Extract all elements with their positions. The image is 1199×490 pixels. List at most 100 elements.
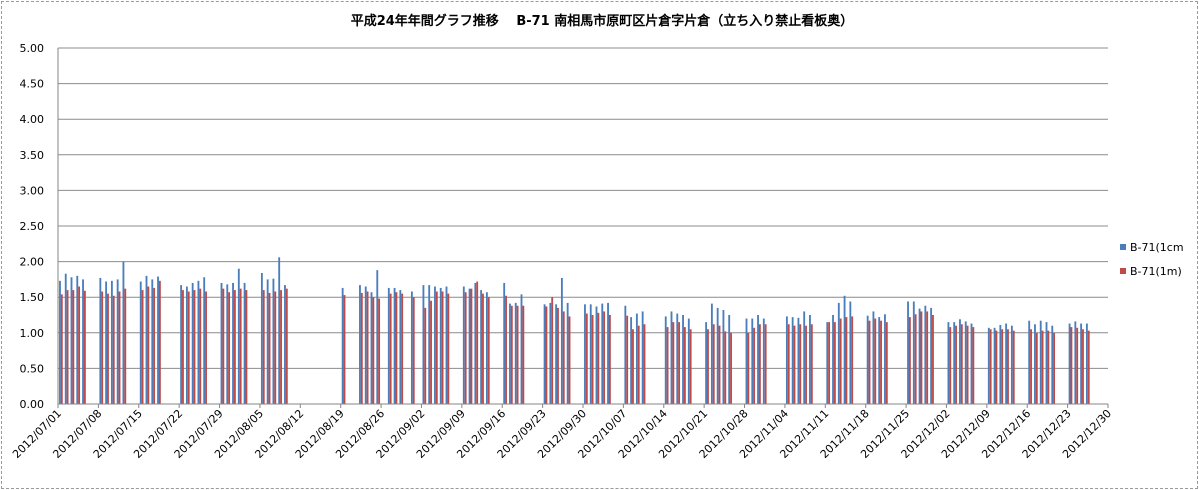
legend-swatch-series-2 xyxy=(1120,268,1126,274)
bar-series-2 xyxy=(228,292,231,404)
bar-series-2 xyxy=(262,290,265,404)
bar-series-1 xyxy=(797,317,800,404)
bar-series-1 xyxy=(560,277,563,404)
bar-series-2 xyxy=(747,332,750,404)
bar-series-2 xyxy=(764,324,767,404)
bar-series-1 xyxy=(185,286,188,404)
y-tick-label: 0.00 xyxy=(20,398,45,411)
bar-series-1 xyxy=(809,315,811,404)
bar-series-2 xyxy=(585,313,588,404)
bar-series-1 xyxy=(422,285,425,404)
bar-series-1 xyxy=(1045,322,1048,404)
bar-series-2 xyxy=(193,290,196,404)
bar-series-1 xyxy=(1005,323,1008,404)
bar-series-1 xyxy=(1068,323,1071,404)
bar-series-1 xyxy=(485,292,488,404)
bar-series-2 xyxy=(932,315,934,404)
bar-series-2 xyxy=(989,329,992,404)
bar-series-1 xyxy=(849,301,852,404)
bar-series-1 xyxy=(953,322,956,404)
bar-series-1 xyxy=(64,273,67,404)
bar-series-1 xyxy=(716,307,719,404)
bar-series-2 xyxy=(643,324,646,404)
bar-series-2 xyxy=(510,305,513,404)
bar-series-1 xyxy=(266,279,269,404)
bar-series-1 xyxy=(434,286,436,404)
bar-series-2 xyxy=(118,291,121,404)
bar-series-1 xyxy=(1080,323,1083,404)
bar-series-2 xyxy=(799,324,802,404)
bar-series-1 xyxy=(468,288,471,404)
bar-series-2 xyxy=(955,325,957,404)
bar-series-1 xyxy=(866,315,869,404)
bar-series-1 xyxy=(232,282,234,404)
bar-series-1 xyxy=(76,275,79,404)
bar-series-2 xyxy=(522,305,525,404)
bar-series-2 xyxy=(285,288,288,404)
legend-swatch-series-1 xyxy=(1120,244,1126,250)
bar-series-1 xyxy=(226,284,229,404)
bar-series-1 xyxy=(959,319,961,404)
bar-series-2 xyxy=(470,288,473,404)
bar-series-1 xyxy=(237,268,240,404)
bar-series-2 xyxy=(101,291,104,404)
bar-series-1 xyxy=(191,282,194,404)
bar-series-1 xyxy=(641,311,644,404)
bar-series-2 xyxy=(476,281,479,404)
bar-series-2 xyxy=(562,311,565,404)
bar-series-1 xyxy=(393,287,396,404)
bar-series-2 xyxy=(557,307,559,404)
bar-series-1 xyxy=(757,315,759,404)
bar-series-2 xyxy=(672,322,675,404)
bar-series-2 xyxy=(222,288,225,404)
bar-series-2 xyxy=(603,311,606,404)
bar-series-2 xyxy=(153,287,156,404)
bar-series-2 xyxy=(205,291,207,404)
bar-series-1 xyxy=(278,257,281,404)
bar-series-2 xyxy=(72,290,75,404)
bar-series-1 xyxy=(370,292,373,404)
bar-series-2 xyxy=(828,322,831,404)
bar-series-1 xyxy=(999,324,1002,404)
bar-series-2 xyxy=(378,298,381,404)
bar-series-2 xyxy=(60,294,63,404)
bar-series-2 xyxy=(199,288,202,404)
bar-series-2 xyxy=(949,327,952,404)
bar-series-1 xyxy=(993,327,996,404)
bar-series-1 xyxy=(439,287,442,404)
bar-series-2 xyxy=(972,327,975,404)
bar-series-1 xyxy=(359,285,361,404)
bar-series-2 xyxy=(280,290,282,404)
bar-series-2 xyxy=(1082,329,1084,404)
bar-series-1 xyxy=(243,282,246,404)
bar-series-1 xyxy=(751,318,754,404)
bar-series-2 xyxy=(447,293,450,404)
bar-series-1 xyxy=(549,302,552,404)
bar-series-2 xyxy=(753,327,756,404)
grid-lines xyxy=(58,47,1108,369)
bar-series-1 xyxy=(884,314,886,404)
bar-series-1 xyxy=(428,285,431,404)
chart-title: 平成24年年間グラフ推移 B-71 南相馬市原町区片倉字片倉（立ち入り禁止看板奥… xyxy=(351,13,854,29)
bar-series-1 xyxy=(762,318,765,404)
bar-series-1 xyxy=(341,287,344,404)
bar-series-1 xyxy=(110,280,113,404)
bar-series-1 xyxy=(826,322,829,404)
bar-series-2 xyxy=(626,315,629,404)
bar-series-1 xyxy=(272,278,275,404)
bar-series-2 xyxy=(1053,332,1056,404)
bar-series-1 xyxy=(930,307,933,404)
bar-series-1 xyxy=(566,302,569,404)
bar-series-1 xyxy=(543,304,546,404)
y-tick-label: 3.50 xyxy=(20,149,45,162)
bar-series-2 xyxy=(233,290,236,404)
bar-series-1 xyxy=(803,311,806,404)
bar-series-2 xyxy=(712,324,715,404)
bar-series-1 xyxy=(151,279,154,404)
bar-series-2 xyxy=(182,290,184,404)
bar-series-1 xyxy=(1039,320,1042,404)
bar-series-1 xyxy=(682,315,684,404)
bar-series-1 xyxy=(635,313,638,404)
bar-series-2 xyxy=(718,325,721,404)
bar-series-2 xyxy=(66,290,69,404)
